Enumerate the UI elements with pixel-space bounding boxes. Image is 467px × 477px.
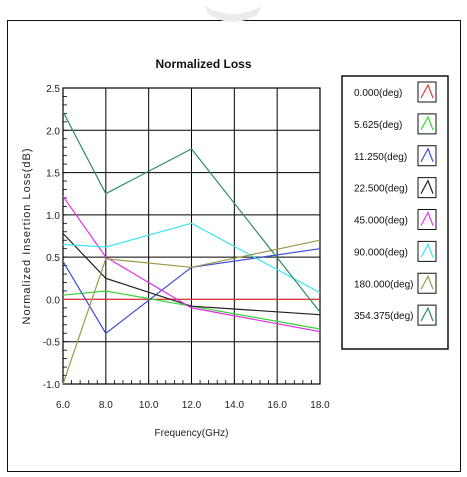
x-tick-label: 18.0: [310, 400, 330, 411]
legend-label: 0.000(deg): [354, 88, 402, 99]
legend-swatch-box: [417, 272, 437, 294]
series-line: [62, 239, 321, 385]
x-tick-label: 14.0: [225, 400, 245, 411]
legend-swatch: [420, 242, 434, 258]
legend-swatch-box: [417, 81, 437, 103]
legend-swatch: [420, 83, 434, 99]
legend-swatch-box: [417, 145, 437, 167]
series-line: [62, 290, 321, 330]
legend-swatch-box: [417, 113, 437, 135]
legend-swatch-box: [417, 177, 437, 199]
legend-swatch: [420, 306, 434, 322]
x-axis-label: Frequency(GHz): [155, 428, 229, 439]
x-tick-label: 16.0: [267, 400, 287, 411]
y-tick-label: -0.5: [43, 338, 61, 349]
legend-swatch: [420, 274, 434, 290]
y-tick-label: 1.0: [46, 211, 60, 222]
legend-swatch-box: [417, 240, 437, 262]
series-line: [62, 195, 321, 333]
legend-label: 90.000(deg): [354, 247, 408, 258]
watermark-mark: [205, 6, 261, 22]
chart-title: Normalized Loss: [155, 57, 251, 71]
series-line: [62, 222, 321, 294]
legend-label: 11.250(deg): [354, 152, 407, 163]
legend-label: 5.625(deg): [354, 120, 402, 131]
y-axis-label: Normalized Insertion Loss(dB): [21, 148, 33, 325]
x-tick-label: 12.0: [182, 400, 202, 411]
series-line: [62, 111, 321, 313]
legend-swatch: [420, 211, 434, 226]
legend-label: 22.500(deg): [354, 184, 408, 195]
y-tick-label: 2.5: [46, 84, 60, 95]
y-tick-label: -1.0: [43, 380, 61, 391]
legend-swatch-box: [417, 209, 437, 230]
y-tick-label: 0.0: [46, 295, 60, 306]
legend-swatch: [420, 147, 434, 163]
series-line: [62, 233, 321, 316]
legend-swatch-box: [417, 304, 437, 326]
legend-swatch: [420, 115, 434, 131]
x-tick-label: 10.0: [139, 400, 159, 411]
y-tick-label: 0.5: [46, 253, 60, 264]
y-tick-label: 2.0: [46, 126, 60, 137]
y-tick-label: 1.5: [46, 169, 60, 180]
x-tick-label: 8.0: [99, 400, 113, 411]
legend-label: 354.375(deg): [354, 311, 414, 322]
legend-label: 45.000(deg): [354, 216, 408, 227]
legend-label: 180.000(deg): [354, 279, 414, 290]
legend-swatch: [420, 179, 434, 194]
x-tick-label: 6.0: [56, 400, 70, 411]
